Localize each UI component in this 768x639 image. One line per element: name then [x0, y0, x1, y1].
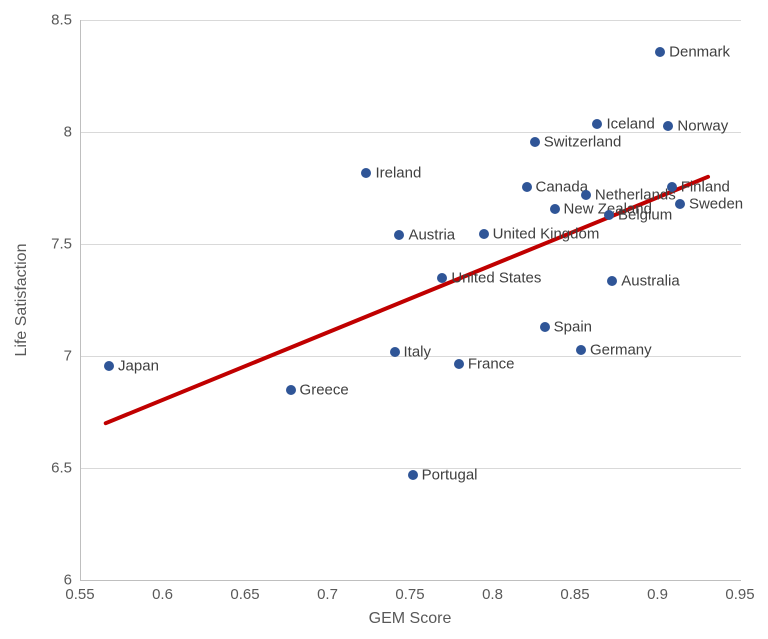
- data-point: [550, 204, 560, 214]
- data-point-label: Netherlands: [595, 186, 676, 203]
- data-point: [286, 385, 296, 395]
- data-point: [390, 347, 400, 357]
- x-tick-label: 0.55: [65, 586, 94, 603]
- data-point: [581, 190, 591, 200]
- x-tick-label: 0.8: [482, 586, 503, 603]
- data-point: [667, 182, 677, 192]
- data-point: [540, 322, 550, 332]
- data-point: [607, 276, 617, 286]
- data-point-label: Finland: [681, 178, 730, 195]
- data-point: [454, 359, 464, 369]
- data-point-label: Australia: [621, 272, 679, 289]
- data-point: [361, 168, 371, 178]
- data-point: [655, 47, 665, 57]
- data-point: [604, 210, 614, 220]
- data-point: [663, 121, 673, 131]
- data-point-label: United Kingdom: [493, 225, 600, 242]
- x-tick-label: 0.75: [395, 586, 424, 603]
- data-point-label: France: [468, 355, 515, 372]
- data-point-label: Portugal: [422, 466, 478, 483]
- data-point: [675, 199, 685, 209]
- data-point-label: Austria: [408, 227, 455, 244]
- y-tick-label: 8.5: [32, 12, 72, 29]
- data-point: [104, 361, 114, 371]
- x-tick-label: 0.7: [317, 586, 338, 603]
- y-tick-label: 7.5: [32, 236, 72, 253]
- data-point: [479, 229, 489, 239]
- x-tick-label: 0.6: [152, 586, 173, 603]
- x-tick-label: 0.65: [230, 586, 259, 603]
- x-tick-label: 0.95: [725, 586, 754, 603]
- data-point: [576, 345, 586, 355]
- data-point: [592, 119, 602, 129]
- data-point-label: Switzerland: [544, 134, 622, 151]
- data-point-label: Iceland: [606, 116, 654, 133]
- data-point-label: United States: [451, 269, 541, 286]
- data-point: [530, 137, 540, 147]
- data-point-label: Norway: [677, 118, 728, 135]
- data-point: [394, 230, 404, 240]
- data-point-label: Germany: [590, 342, 652, 359]
- x-tick-label: 0.85: [560, 586, 589, 603]
- data-point-label: Sweden: [689, 195, 743, 212]
- data-point-label: Greece: [300, 381, 349, 398]
- x-axis-label: GEM Score: [369, 610, 452, 628]
- y-axis-label: Life Satisfaction: [13, 244, 31, 357]
- data-point-label: Spain: [554, 318, 592, 335]
- data-point-label: Japan: [118, 358, 159, 375]
- y-tick-label: 6.5: [32, 460, 72, 477]
- y-tick-label: 8: [32, 124, 72, 141]
- plot-area: Japan Greece Ireland Italy Austria Portugal Un…: [80, 20, 741, 581]
- data-point-label: Denmark: [669, 44, 730, 61]
- data-point: [437, 273, 447, 283]
- x-tick-label: 0.9: [647, 586, 668, 603]
- data-point-label: Belgium: [618, 206, 672, 223]
- data-point-label: Ireland: [375, 165, 421, 182]
- trend-line: [81, 20, 741, 580]
- y-tick-label: 7: [32, 348, 72, 365]
- data-point: [408, 470, 418, 480]
- scatter-chart: Japan Greece Ireland Italy Austria Portugal Un…: [0, 0, 768, 639]
- data-point: [522, 182, 532, 192]
- data-point-label: Italy: [404, 343, 432, 360]
